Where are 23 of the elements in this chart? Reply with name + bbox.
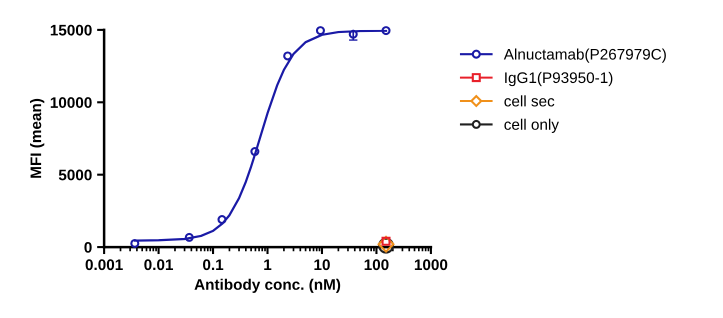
y-tick-label: 15000 [50,24,92,36]
point [250,147,260,156]
point [382,26,391,36]
x-tick-label: 1 [264,259,272,270]
x-axis-title: Antibody conc. (nM) [194,278,340,293]
x-tick-label: 0.01 [144,259,174,270]
legend-label: cell only [504,118,559,133]
point [283,51,292,60]
point [217,215,227,224]
legend-label: cell sec [504,95,554,107]
legend-label: IgG1(P93950-1) [505,72,612,86]
y-tick-label: 0 [84,242,92,253]
x-tick-label: 0.1 [203,259,224,270]
x-tick-label: 1000 [414,259,448,270]
legend-label: Alnuctamab(P267979C) [504,48,666,63]
point [184,232,194,242]
x-tick-label: 100 [364,259,389,270]
y-tick-label: 10000 [50,97,92,108]
point [316,26,325,36]
x-tick-label: 0.001 [86,259,123,270]
x-tick-label: 10 [314,259,330,270]
y-tick-label: 5000 [58,170,92,180]
y-axis-title: MFI (mean) [30,98,44,178]
